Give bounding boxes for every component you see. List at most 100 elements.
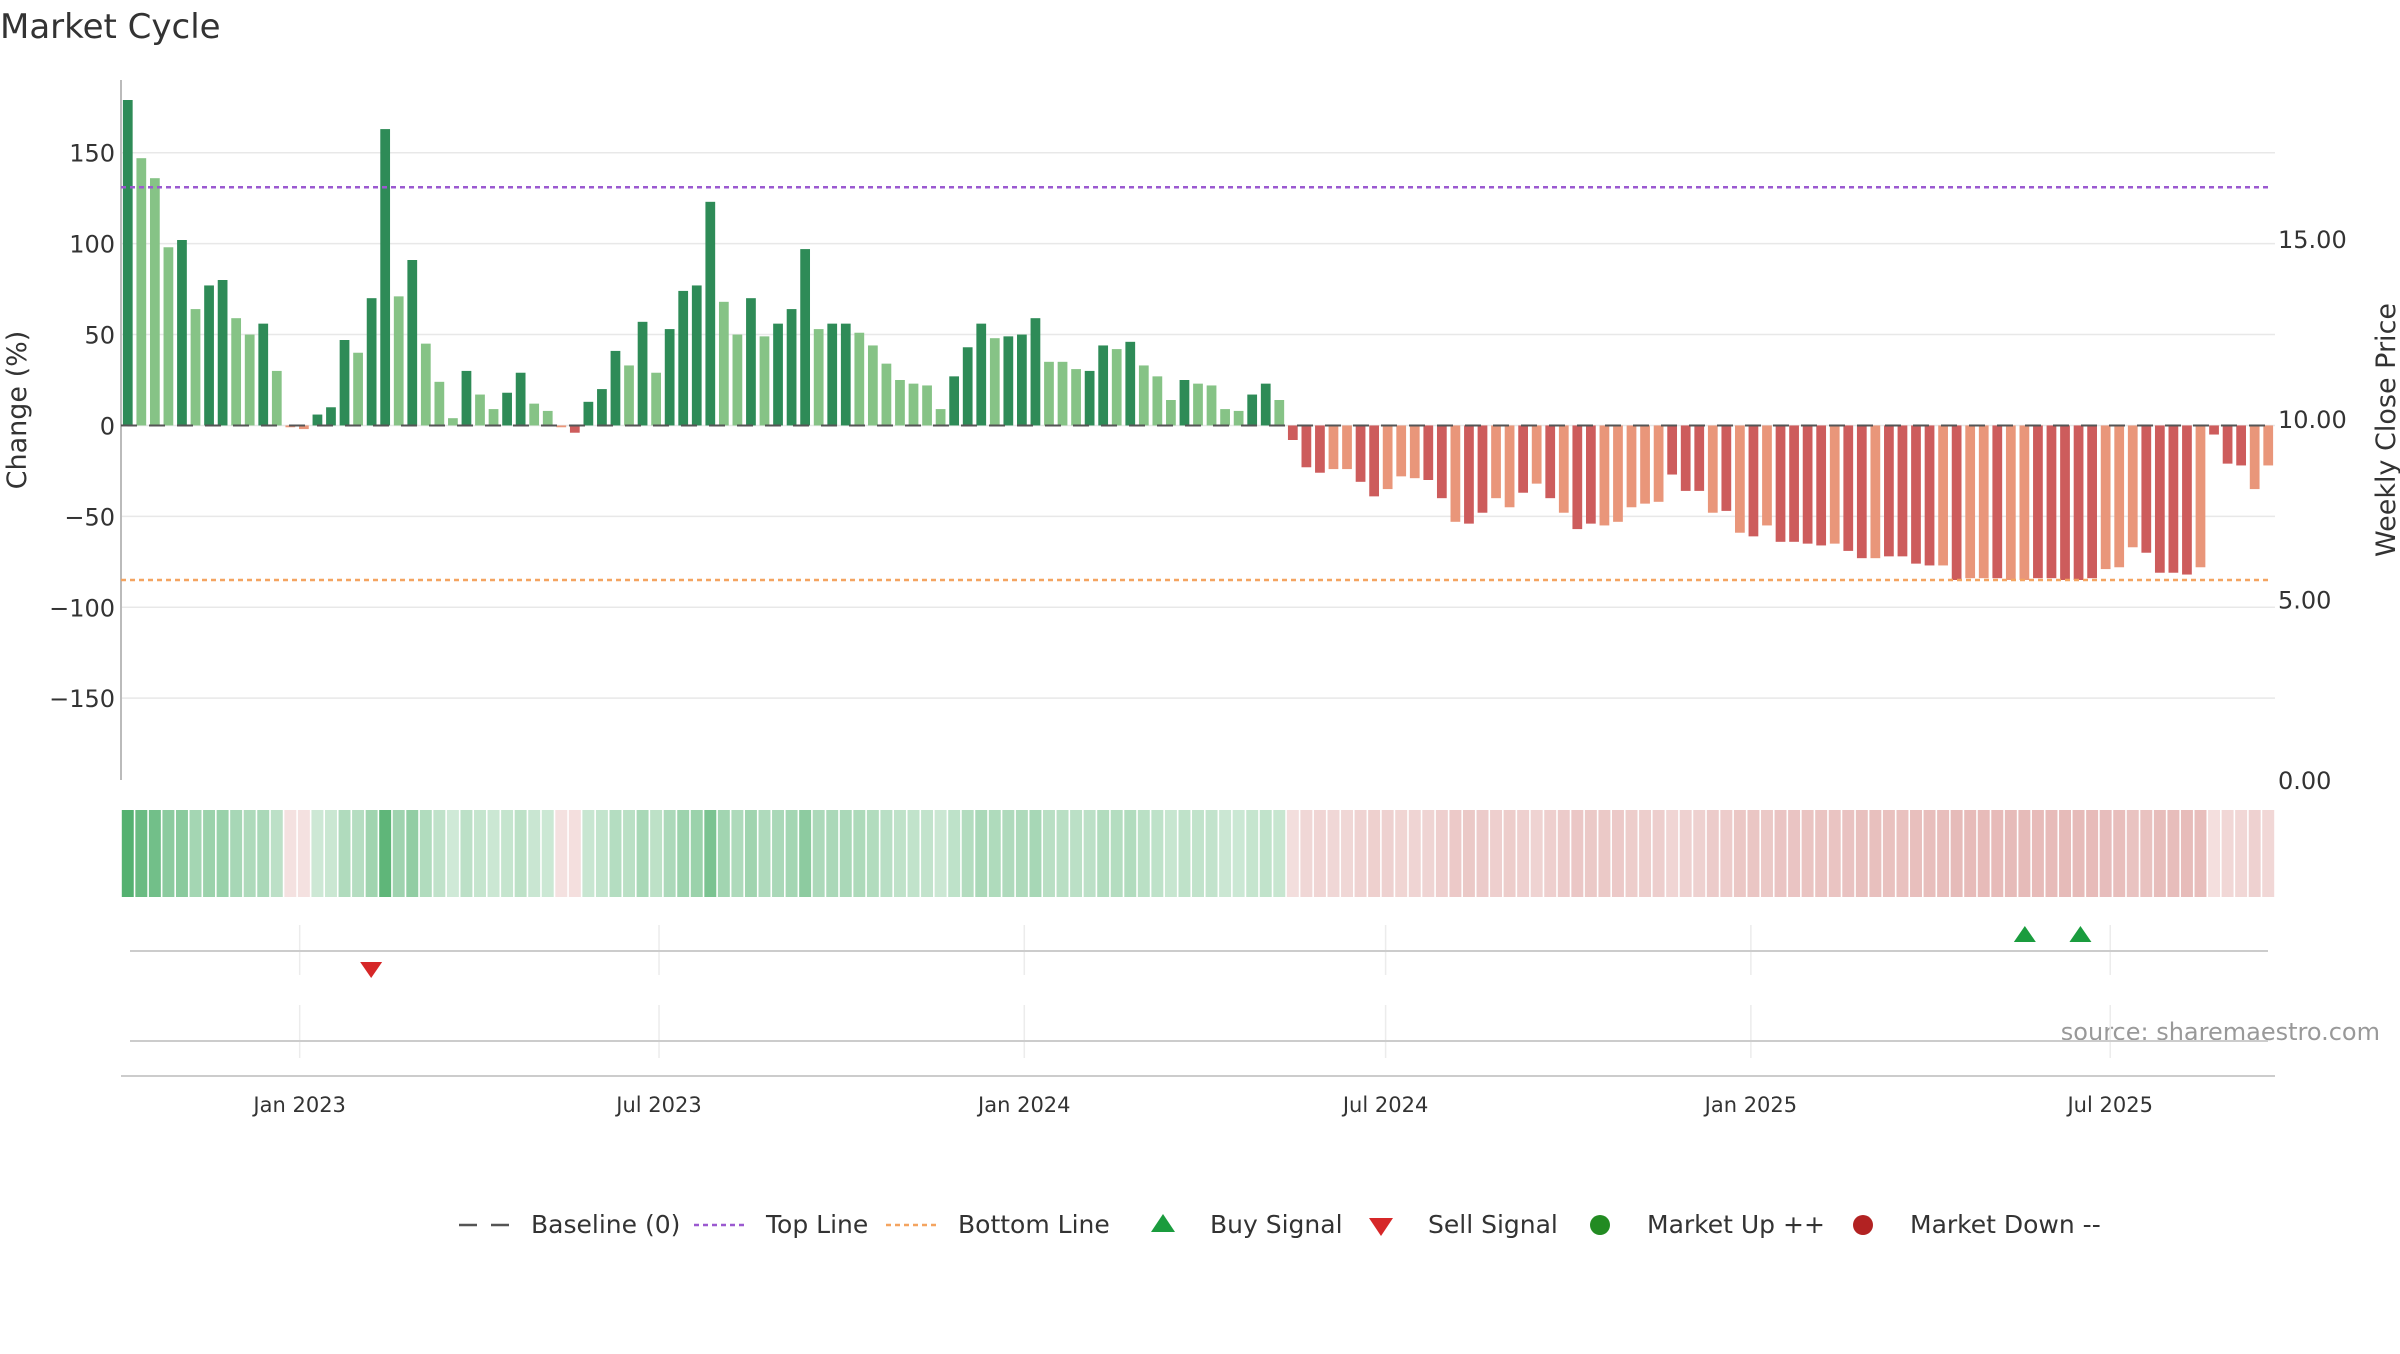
heat-cell: [1381, 810, 1394, 897]
legend-swatch-triangle-down: [1369, 1218, 1393, 1236]
bar: [1098, 345, 1109, 426]
bar: [2060, 425, 2070, 580]
bar: [1938, 425, 1948, 566]
heat-cell: [907, 810, 920, 897]
heat-cell: [1530, 810, 1543, 897]
bar: [1748, 425, 1759, 537]
heat-cell: [1910, 810, 1922, 897]
heat-cell: [1774, 810, 1787, 897]
heat-cell: [2031, 810, 2044, 897]
heat-cell: [948, 810, 961, 897]
bar: [177, 240, 187, 426]
heat-cell: [541, 810, 554, 897]
bar: [542, 410, 553, 426]
heat-cell: [961, 810, 974, 897]
bar: [678, 290, 689, 426]
bar: [949, 376, 960, 426]
bar: [122, 100, 133, 426]
heat-cell: [1422, 810, 1435, 897]
heat-cell: [270, 810, 283, 897]
heat-cell: [203, 810, 216, 897]
bar: [908, 383, 919, 426]
bar: [2100, 425, 2111, 570]
heat-cell: [2099, 810, 2112, 897]
bar: [1816, 425, 1827, 546]
heat-cell: [325, 810, 337, 897]
heat-cell: [704, 810, 717, 897]
bar: [2114, 425, 2125, 568]
bar: [434, 381, 445, 426]
heat-cell: [975, 810, 988, 897]
heat-cell: [162, 810, 175, 897]
heat-cell: [216, 810, 229, 897]
legend-item: Top Line: [694, 1210, 868, 1239]
heat-cell: [812, 810, 825, 897]
bar: [312, 414, 323, 426]
bar: [488, 409, 499, 426]
bar: [583, 401, 594, 426]
heat-cell: [2072, 810, 2085, 897]
bar: [800, 249, 811, 426]
heat-cell: [1693, 810, 1706, 897]
bar: [190, 309, 201, 426]
bar: [2236, 425, 2247, 466]
heat-cell: [677, 810, 690, 897]
heat-cell: [1029, 810, 1042, 897]
heat-cell: [1043, 810, 1055, 897]
heat-cell: [1977, 810, 1990, 897]
x-tick-label: Jan 2024: [976, 1093, 1071, 1117]
legend-item: Market Up ++: [1590, 1210, 1825, 1239]
bar: [502, 392, 512, 426]
y-tick-label: −50: [64, 503, 115, 531]
bar: [1789, 425, 1799, 542]
heat-cell: [392, 810, 405, 897]
y-axis-label: Change (%): [2, 331, 33, 490]
heat-cell: [1137, 810, 1150, 897]
heat-cell: [1164, 810, 1177, 897]
heat-cell: [189, 810, 202, 897]
heat-cell: [2140, 810, 2153, 897]
bar: [773, 323, 783, 426]
x-tick-label: Jul 2024: [1341, 1093, 1428, 1117]
heat-cell: [1476, 810, 1489, 897]
bar: [1870, 425, 1881, 559]
bar: [2182, 425, 2192, 575]
legend: Baseline (0) Top Line Bottom Line Buy Signa…: [459, 1210, 2101, 1239]
heat-cell: [1639, 810, 1652, 897]
heat-cell: [311, 810, 324, 897]
bar: [529, 403, 540, 426]
heat-cell: [1300, 810, 1313, 897]
heat-cell: [1205, 810, 1218, 897]
bar: [637, 321, 648, 426]
bar: [2168, 425, 2179, 573]
heat-cell: [1327, 810, 1340, 897]
heat-cell: [487, 810, 500, 897]
bar: [1491, 425, 1501, 499]
heat-cell: [1219, 810, 1232, 897]
heat-cell: [1598, 810, 1611, 897]
heat-cell: [1652, 810, 1665, 897]
heat-cell: [1124, 810, 1137, 897]
heat-cell: [135, 810, 148, 897]
heat-cell: [1232, 810, 1245, 897]
heat-cell: [1246, 810, 1259, 897]
heat-cell: [650, 810, 663, 897]
heat-cell: [1991, 810, 2004, 897]
bar: [2195, 425, 2206, 568]
heat-cell: [582, 810, 595, 897]
bar: [299, 425, 309, 430]
heat-cell: [1801, 810, 1814, 897]
heat-cell: [1896, 810, 1909, 897]
heat-cell: [1015, 810, 1028, 897]
heat-cell: [663, 810, 676, 897]
heat-cell: [1706, 810, 1719, 897]
bar: [651, 372, 661, 426]
heat-cell: [1869, 810, 1882, 897]
bar: [1599, 425, 1610, 526]
bar: [326, 407, 336, 426]
y-tick-label: −150: [49, 685, 115, 713]
heat-cell: [717, 810, 730, 897]
heat-cell: [2167, 810, 2180, 897]
